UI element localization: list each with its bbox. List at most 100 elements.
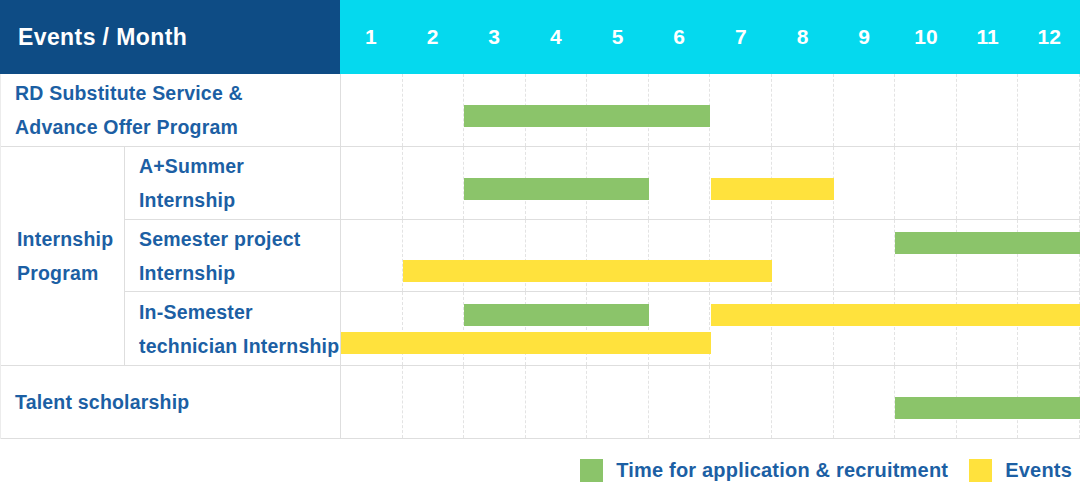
events-month-header-label: Events / Month: [18, 24, 187, 51]
month-grid-cell: [1018, 292, 1080, 365]
month-number: 7: [735, 25, 747, 49]
month-grid-cell: [403, 366, 465, 438]
month-grid-cell: [957, 74, 1019, 146]
group-label-internship-program: Internship Program: [1, 147, 125, 365]
month-grid-cell: [772, 366, 834, 438]
month-grid-cell: [464, 366, 526, 438]
month-number: 2: [427, 25, 439, 49]
month-header-11: 11: [957, 0, 1019, 74]
internship-program-group: Internship Program A+Summer Internship S…: [1, 147, 1080, 366]
row-label-talent-scholarship: Talent scholarship: [1, 366, 341, 438]
month-number: 9: [858, 25, 870, 49]
table-row: In-Semester technician Internship: [125, 292, 1080, 365]
application-recruitment-bar: [895, 232, 1080, 254]
row-label-semester-project-internship: Semester project Internship: [125, 220, 341, 292]
month-header-7: 7: [710, 0, 772, 74]
month-grid-cell: [341, 147, 403, 219]
table-row: Semester project Internship: [125, 220, 1080, 293]
month-grid-cell: [957, 292, 1019, 365]
month-grid-cell: [957, 147, 1019, 219]
month-grid-cell: [526, 366, 588, 438]
table-row: A+Summer Internship: [125, 147, 1080, 220]
event-bar: [711, 178, 834, 200]
month-grid-cell: [341, 366, 403, 438]
gantt-track-in-semester-technician-internship: [341, 292, 1080, 365]
row-label-in-semester-technician-internship: In-Semester technician Internship: [125, 292, 341, 365]
month-header-2: 2: [402, 0, 464, 74]
group-label-text: Internship Program: [17, 222, 113, 290]
month-grid-cell: [895, 147, 957, 219]
month-grid-cell: [834, 220, 896, 292]
month-number: 11: [976, 25, 998, 49]
month-grid-cell: [649, 147, 711, 219]
month-header-10: 10: [895, 0, 957, 74]
month-grid-cell: [834, 292, 896, 365]
month-header-12: 12: [1018, 0, 1080, 74]
table-body: RD Substitute Service & Advance Offer Pr…: [0, 74, 1080, 439]
month-header-8: 8: [772, 0, 834, 74]
row-label-text: Semester project Internship: [139, 222, 300, 290]
month-number: 5: [612, 25, 624, 49]
row-label-text: A+Summer Internship: [139, 149, 244, 217]
application-swatch-icon: [580, 459, 603, 482]
month-grid-cell: [895, 292, 957, 365]
row-label-rd-substitute-service: RD Substitute Service & Advance Offer Pr…: [1, 74, 341, 146]
event-swatch-icon: [969, 459, 992, 482]
gantt-track-semester-project-internship: [341, 220, 1080, 292]
month-header-4: 4: [525, 0, 587, 74]
month-grid-cell: [772, 292, 834, 365]
month-number: 8: [797, 25, 809, 49]
month-grid-cell: [834, 366, 896, 438]
table-row: Talent scholarship: [1, 366, 1080, 439]
months-header-strip: 123456789101112: [340, 0, 1080, 74]
month-grid-cell: [772, 220, 834, 292]
legend: Time for application & recruitment Events: [580, 459, 1072, 482]
month-grid-cell: [710, 74, 772, 146]
row-label-text: RD Substitute Service & Advance Offer Pr…: [15, 76, 243, 144]
events-month-header-cell: Events / Month: [0, 0, 340, 74]
legend-label: Events: [1005, 459, 1072, 482]
month-grid-cell: [649, 366, 711, 438]
month-header-1: 1: [340, 0, 402, 74]
row-label-a-plus-summer-internship: A+Summer Internship: [125, 147, 341, 219]
month-grid-cell: [772, 74, 834, 146]
legend-item-event: Events: [969, 459, 1072, 482]
application-recruitment-bar: [464, 105, 710, 127]
recruitment-gantt-table: Events / Month 123456789101112 RD Substi…: [0, 0, 1080, 494]
month-grid-cell: [587, 366, 649, 438]
month-number: 1: [365, 25, 377, 49]
application-recruitment-bar: [895, 397, 1080, 419]
event-bar: [341, 332, 711, 354]
month-number: 10: [914, 25, 937, 49]
month-header-3: 3: [463, 0, 525, 74]
table-row: RD Substitute Service & Advance Offer Pr…: [1, 74, 1080, 147]
month-grid-cell: [710, 292, 772, 365]
month-grid-cell: [1018, 74, 1080, 146]
table-header-row: Events / Month 123456789101112: [0, 0, 1080, 74]
month-grid-cell: [710, 366, 772, 438]
event-bar: [711, 304, 1080, 326]
legend-label: Time for application & recruitment: [616, 459, 948, 482]
month-grid-cell: [341, 74, 403, 146]
month-grid-cell: [341, 220, 403, 292]
month-grid-cell: [1018, 220, 1080, 292]
month-grid-cell: [895, 220, 957, 292]
month-grid-cell: [895, 74, 957, 146]
internship-program-subrows: A+Summer Internship Semester project Int…: [125, 147, 1080, 365]
month-number: 4: [550, 25, 562, 49]
month-header-5: 5: [587, 0, 649, 74]
month-number: 6: [673, 25, 685, 49]
month-grid-cell: [1018, 147, 1080, 219]
row-label-text: In-Semester technician Internship: [139, 295, 339, 363]
month-grid-cell: [834, 147, 896, 219]
application-recruitment-bar: [464, 178, 649, 200]
application-recruitment-bar: [464, 304, 649, 326]
month-grid-cell: [834, 74, 896, 146]
month-grid-cell: [957, 220, 1019, 292]
month-number: 12: [1038, 25, 1061, 49]
month-header-9: 9: [833, 0, 895, 74]
event-bar: [403, 260, 773, 282]
month-grid-cell: [403, 147, 465, 219]
gantt-track-talent-scholarship: [341, 366, 1080, 438]
gantt-track-rd-substitute-service: [341, 74, 1080, 146]
